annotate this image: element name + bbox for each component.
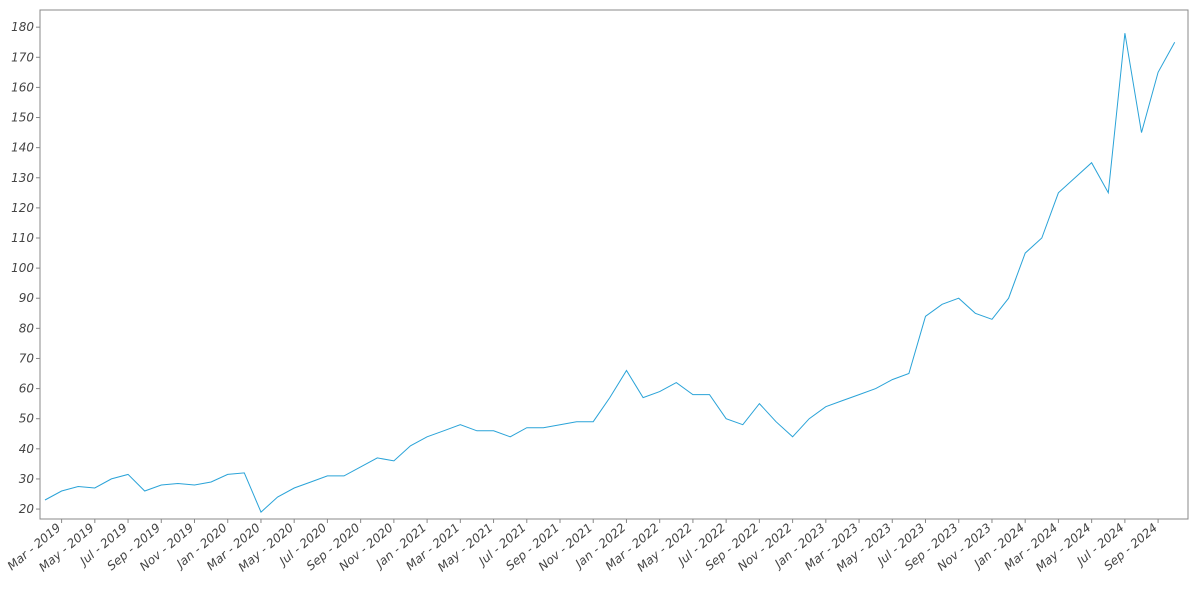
y-tick-label: 90 — [19, 291, 35, 305]
y-tick-label: 30 — [19, 472, 35, 486]
y-tick-label: 20 — [19, 502, 35, 516]
y-tick-label: 110 — [11, 231, 34, 245]
y-tick-label: 140 — [11, 141, 34, 155]
y-tick-label: 50 — [19, 412, 35, 426]
y-tick-label: 170 — [11, 50, 34, 64]
y-tick-label: 160 — [11, 80, 34, 94]
plot-frame — [39, 9, 1189, 520]
y-tick-label: 180 — [11, 20, 34, 34]
y-tick-label: 100 — [11, 261, 34, 275]
y-tick-label: 120 — [11, 201, 34, 215]
y-tick-label: 130 — [11, 171, 34, 185]
y-tick-label: 40 — [19, 442, 35, 456]
y-tick-label: 150 — [11, 111, 34, 125]
y-tick-label: 60 — [19, 382, 35, 396]
data-line — [44, 33, 1176, 513]
y-tick-label: 70 — [19, 351, 35, 365]
y-tick-label: 80 — [19, 321, 35, 335]
